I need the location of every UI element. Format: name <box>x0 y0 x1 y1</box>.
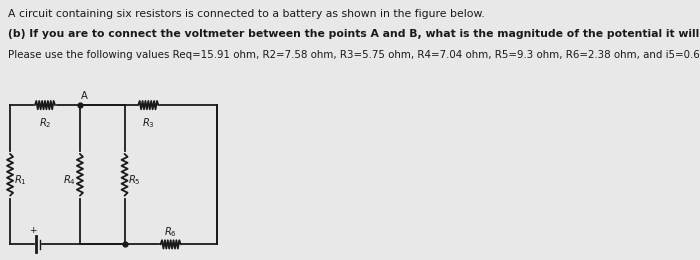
Text: $R_3$: $R_3$ <box>142 116 155 130</box>
Text: $R_5$: $R_5$ <box>128 173 141 187</box>
Text: (b) If you are to connect the voltmeter between the points A and B, what is the : (b) If you are to connect the voltmeter … <box>8 29 700 38</box>
Text: $R_2$: $R_2$ <box>38 116 51 130</box>
Text: A circuit containing six resistors is connected to a battery as shown in the fig: A circuit containing six resistors is co… <box>8 9 484 19</box>
Text: $R_4$: $R_4$ <box>63 173 76 187</box>
Text: +: + <box>29 226 37 236</box>
Text: $R_1$: $R_1$ <box>14 173 27 187</box>
Text: A: A <box>80 91 88 101</box>
Text: Please use the following values Req=15.91 ohm, R2=7.58 ohm, R3=5.75 ohm, R4=7.04: Please use the following values Req=15.9… <box>8 50 700 60</box>
Text: $R_6$: $R_6$ <box>164 226 177 239</box>
